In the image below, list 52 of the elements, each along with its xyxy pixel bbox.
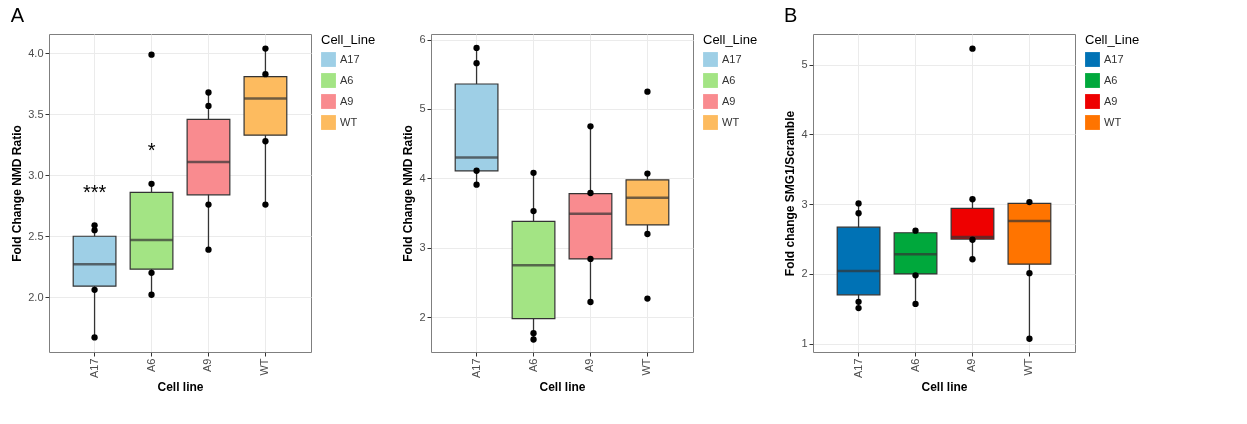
y-tick-label: 4.0 xyxy=(28,46,44,59)
y-tick-label: 3 xyxy=(801,197,808,210)
x-axis-title: Cell line xyxy=(921,380,968,395)
x-tick-label: A17 xyxy=(87,358,100,379)
annotation: * xyxy=(147,138,156,161)
chart-title: B xyxy=(783,4,798,26)
legend-label: A6 xyxy=(340,73,354,86)
legend-label: WT xyxy=(722,115,740,128)
legend-label: A6 xyxy=(722,73,736,86)
legend-label: A17 xyxy=(722,52,742,65)
x-tick-label: A9 xyxy=(965,358,978,372)
y-tick-label: 2.5 xyxy=(28,229,44,242)
x-tick-label: A17 xyxy=(851,358,864,379)
y-tick-label: 2 xyxy=(801,267,808,280)
legend-label: A17 xyxy=(1104,52,1124,65)
y-tick-label: 5 xyxy=(419,102,426,115)
x-tick-label: A6 xyxy=(526,358,539,372)
x-tick-label: WT xyxy=(258,358,271,376)
legend-label: WT xyxy=(340,115,358,128)
legend-label: A9 xyxy=(1104,94,1118,107)
y-tick-label: 4 xyxy=(801,127,808,140)
y-tick-label: 3 xyxy=(419,241,426,254)
y-tick-label: 3.0 xyxy=(28,168,44,181)
x-tick-label: A9 xyxy=(201,358,214,372)
legend-label: A9 xyxy=(722,94,736,107)
legend-label: A6 xyxy=(1104,73,1118,86)
chart-title: A xyxy=(10,4,25,26)
x-axis-title: Cell line xyxy=(539,380,586,395)
legend-title: Cell_Line xyxy=(703,32,758,47)
legend-title: Cell_Line xyxy=(321,32,376,47)
x-tick-label: A17 xyxy=(469,358,482,379)
x-tick-label: A6 xyxy=(144,358,157,372)
y-tick-label: 3.5 xyxy=(28,107,44,120)
x-tick-label: A9 xyxy=(583,358,596,372)
y-tick-label: 4 xyxy=(419,171,426,184)
y-tick-label: 1 xyxy=(801,337,808,350)
legend-label: WT xyxy=(1104,115,1122,128)
x-tick-label: WT xyxy=(1022,358,1035,376)
y-tick-label: 6 xyxy=(419,33,426,46)
y-axis-title: Fold Change NMD Ratio xyxy=(401,125,416,262)
y-tick-label: 2 xyxy=(419,310,426,323)
y-tick-label: 5 xyxy=(801,58,808,71)
legend-title: Cell_Line xyxy=(1085,32,1140,47)
y-axis-title: Fold change SMG1/Scramble xyxy=(783,110,798,277)
x-tick-label: A6 xyxy=(908,358,921,372)
legend-label: A9 xyxy=(340,94,354,107)
y-tick-label: 2.0 xyxy=(28,290,44,303)
annotation: *** xyxy=(82,181,107,204)
x-axis-title: Cell line xyxy=(157,380,204,395)
legend-label: A17 xyxy=(340,52,360,65)
y-axis-title: Fold Change NMD Ratio xyxy=(10,125,25,262)
x-tick-label: WT xyxy=(640,358,653,376)
